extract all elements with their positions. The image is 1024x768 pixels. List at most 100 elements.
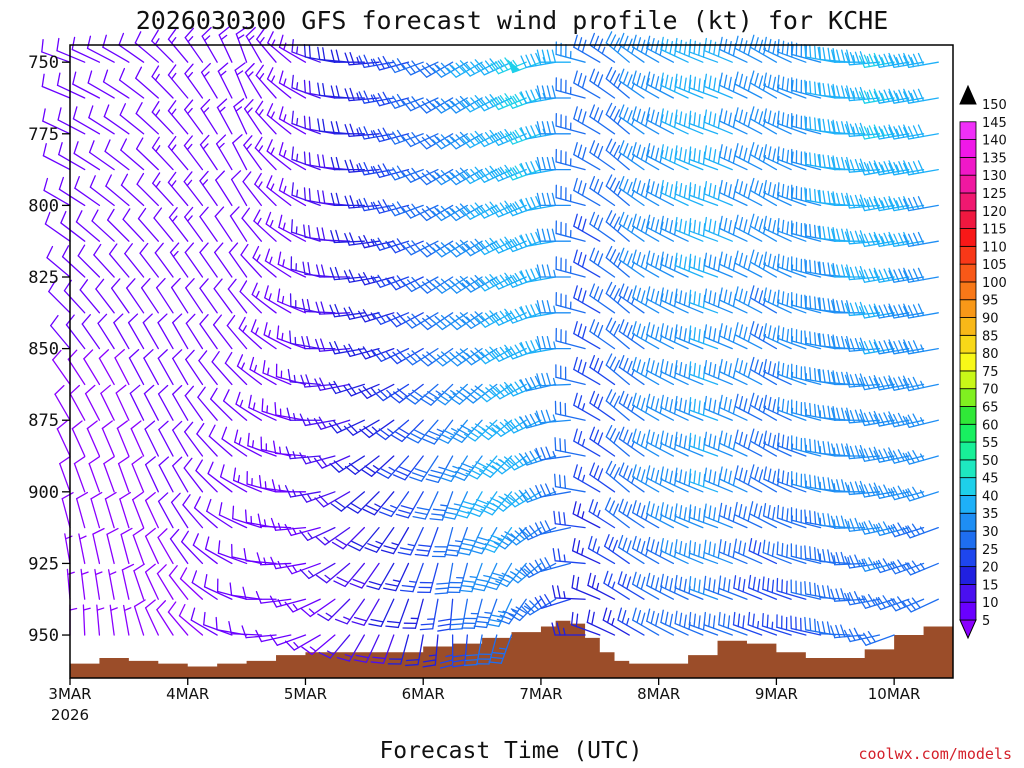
wind-barb — [903, 231, 939, 248]
barb-staff — [118, 44, 145, 63]
barb-feather — [679, 111, 683, 125]
barb-staff — [135, 148, 159, 171]
barb-half-feather — [762, 369, 767, 378]
barb-feather — [844, 555, 851, 569]
barb-feather — [822, 154, 826, 169]
barb-feather — [609, 463, 617, 477]
barb-feather — [551, 192, 557, 207]
barb-feather — [484, 239, 495, 251]
wind-barb — [372, 237, 410, 251]
wind-barb — [238, 316, 262, 350]
wind-barb — [170, 492, 189, 529]
wind-barb — [719, 466, 748, 493]
barb-feather — [621, 609, 627, 624]
barb-feather — [613, 431, 620, 444]
barb-half-feather — [263, 519, 267, 528]
wind-barb — [446, 95, 483, 114]
barb-feather — [344, 52, 350, 66]
barb-feather — [372, 351, 382, 362]
barb-feather — [486, 623, 500, 628]
wind-barb — [330, 491, 365, 512]
barb-feather — [758, 290, 764, 304]
barb-feather — [618, 283, 625, 297]
barb-feather — [708, 433, 712, 448]
wind-barb — [475, 58, 513, 76]
barb-feather — [504, 200, 514, 212]
barb-staff — [106, 533, 115, 565]
wind-barb — [157, 313, 174, 350]
barb-feather — [434, 592, 449, 595]
barb-half-feather — [218, 142, 225, 149]
wind-barb — [605, 138, 630, 171]
barb-feather — [406, 62, 416, 74]
barb-feather — [776, 397, 780, 411]
barb-feather — [317, 118, 321, 132]
barb-feather — [859, 265, 866, 279]
barb-feather — [822, 476, 826, 491]
barb-feather — [218, 26, 230, 36]
barb-feather — [632, 392, 637, 406]
wind-barb — [902, 450, 939, 465]
barb-feather — [315, 338, 321, 352]
barb-feather — [409, 432, 423, 440]
wind-barb — [417, 97, 454, 114]
barb-staff — [153, 217, 174, 242]
wind-barb — [858, 482, 895, 498]
barb-feather — [495, 312, 505, 324]
wind-barb — [429, 491, 454, 521]
barb-feather — [713, 363, 717, 378]
barb-feather — [364, 465, 376, 474]
barb-feather — [804, 79, 807, 94]
barb-feather — [270, 517, 277, 531]
wind-barb — [56, 37, 86, 63]
barb-feather — [151, 65, 160, 78]
barb-half-feather — [833, 483, 836, 492]
barb-feather — [660, 537, 664, 552]
barb-feather — [144, 491, 156, 502]
barb-feather — [626, 145, 633, 159]
wind-barb — [243, 135, 262, 171]
barb-feather — [888, 160, 895, 173]
wind-barb — [520, 598, 557, 616]
barb-feather — [56, 37, 60, 52]
barb-feather — [451, 100, 462, 112]
barb-feather — [414, 553, 429, 557]
barb-feather — [817, 82, 821, 97]
wind-barb — [314, 491, 351, 508]
barb-feather — [315, 264, 321, 278]
wind-barb — [749, 428, 778, 457]
barb-feather — [421, 65, 432, 76]
barb-feather — [495, 240, 504, 252]
barb-feather — [654, 326, 660, 341]
barb-feather — [907, 126, 915, 139]
wind-barb — [153, 207, 174, 242]
barb-feather — [693, 255, 696, 270]
barb-feather — [654, 290, 660, 305]
wind-barb — [844, 337, 881, 352]
wind-barb — [703, 467, 733, 493]
barb-feather — [97, 313, 108, 324]
wind-barb — [632, 177, 660, 207]
barb-feather — [854, 230, 861, 244]
wind-barb — [831, 407, 866, 421]
wind-barb — [858, 375, 895, 391]
barb-feather — [535, 196, 542, 209]
wind-barb — [315, 338, 351, 352]
barb-feather — [499, 614, 513, 621]
barb-feather — [873, 446, 881, 460]
barb-feather — [754, 72, 759, 87]
barb-feather — [581, 182, 587, 197]
barb-feather — [814, 582, 817, 597]
barb-feather — [605, 460, 613, 474]
barb-staff — [131, 463, 145, 493]
barb-feather — [344, 465, 356, 475]
barb-feather — [609, 105, 617, 119]
barb-feather — [307, 261, 311, 276]
barb-feather — [846, 192, 851, 207]
barb-feather — [489, 384, 500, 394]
barb-feather — [81, 314, 91, 325]
barb-half-feather — [919, 489, 925, 497]
barb-feather — [402, 318, 413, 329]
wind-barb — [131, 456, 145, 493]
barb-feather — [344, 88, 350, 102]
